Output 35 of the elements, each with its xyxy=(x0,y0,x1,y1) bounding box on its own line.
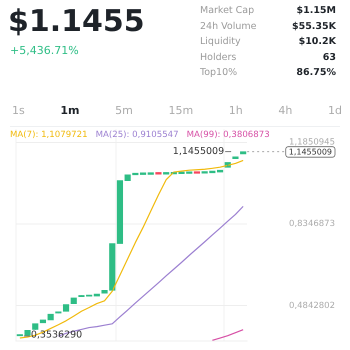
text: 24h Volume xyxy=(200,20,256,34)
candlestick xyxy=(240,151,246,154)
y-tick-label: 0,4842802 xyxy=(289,300,335,311)
text: Top10% xyxy=(200,66,238,80)
text: MA(99): 0,3806873 xyxy=(186,130,270,140)
candlestick xyxy=(62,304,70,312)
text: 4h xyxy=(278,104,292,117)
text: 15m xyxy=(168,104,194,117)
candlestick xyxy=(155,172,162,175)
candlestick xyxy=(32,323,38,330)
y-tick-label: 0,8346873 xyxy=(289,219,335,230)
text: 1d xyxy=(328,104,342,117)
candlestick xyxy=(163,172,170,175)
ref-line-label: 1,1455009 xyxy=(288,147,332,156)
chart-title: $1.1455 xyxy=(8,4,145,39)
text: MA(7): 1,1079721 xyxy=(10,130,88,140)
annotation: 0,3536290 xyxy=(30,329,82,340)
text: MA(25): 0,9105547 xyxy=(96,130,179,140)
text: 86.75% xyxy=(296,66,336,80)
annotation: 1,1455009 xyxy=(172,146,224,158)
text: Holders xyxy=(200,50,236,64)
text: 1s xyxy=(12,104,25,117)
text: 1h xyxy=(228,104,243,117)
text: Liquidity xyxy=(200,35,241,49)
text: Market Cap xyxy=(200,4,254,18)
y-tick-label: 1,1850945 xyxy=(289,138,335,148)
text: $10.2K xyxy=(298,35,336,49)
chart-subtitle: +5,436.71% xyxy=(10,44,79,57)
candlestick xyxy=(70,298,77,304)
text: $55.35K xyxy=(292,20,336,34)
text: 1m xyxy=(60,104,80,117)
candlestick xyxy=(194,171,200,174)
text: $1.15M xyxy=(296,4,336,18)
text: 63 xyxy=(322,50,336,64)
text: 5m xyxy=(115,104,133,117)
